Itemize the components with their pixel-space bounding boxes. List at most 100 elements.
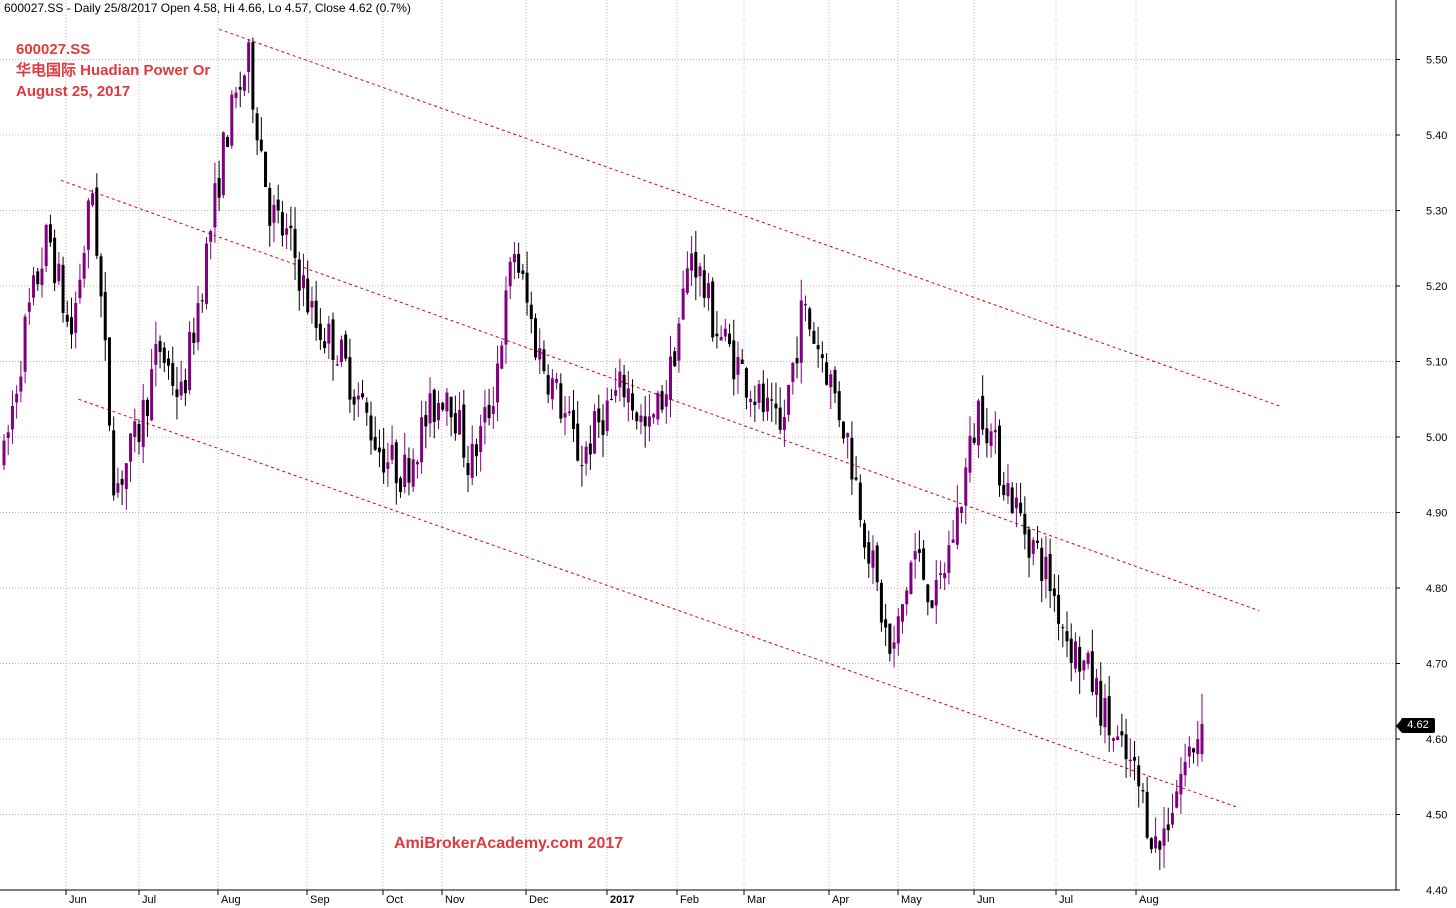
candle-body bbox=[158, 341, 162, 352]
candle-body bbox=[664, 394, 668, 407]
candle-body bbox=[715, 333, 719, 337]
candle-body bbox=[365, 402, 369, 413]
candle-body bbox=[998, 425, 1002, 486]
candle-body bbox=[369, 415, 373, 441]
candle-body bbox=[993, 429, 997, 433]
candle-body bbox=[639, 415, 643, 422]
candle-body bbox=[820, 354, 824, 359]
candle-body bbox=[204, 243, 208, 304]
candle-body bbox=[91, 193, 95, 206]
candle-body bbox=[407, 458, 411, 483]
candle-body bbox=[728, 333, 732, 345]
candle-body bbox=[496, 363, 500, 403]
candle-body bbox=[462, 404, 466, 458]
candle-body bbox=[415, 461, 419, 465]
y-tick-label: 4.60 bbox=[1426, 734, 1447, 746]
candle-body bbox=[1179, 773, 1183, 795]
candle-body bbox=[356, 395, 360, 400]
candle-body bbox=[913, 551, 917, 560]
candle-body bbox=[133, 421, 137, 438]
x-tick-label: Aug bbox=[1139, 894, 1159, 906]
y-tick-label: 5.40 bbox=[1426, 130, 1447, 142]
candle-body bbox=[968, 435, 972, 473]
candle-body bbox=[542, 349, 546, 372]
candle-body bbox=[555, 378, 559, 383]
candle-body bbox=[732, 340, 736, 380]
candle-body bbox=[901, 604, 904, 622]
candle-body bbox=[179, 381, 183, 396]
candle-body bbox=[517, 253, 521, 273]
x-tick-label: 2017 bbox=[610, 894, 634, 906]
candle-body bbox=[1137, 765, 1141, 787]
candle-body bbox=[99, 256, 103, 297]
candle-body bbox=[534, 318, 538, 358]
candle-body bbox=[293, 228, 297, 258]
candle-body bbox=[19, 376, 23, 392]
candle-body bbox=[1095, 678, 1099, 695]
candle-body bbox=[6, 432, 10, 438]
candle-body bbox=[103, 292, 107, 341]
y-tick-label: 5.50 bbox=[1426, 55, 1447, 67]
candle-body bbox=[799, 300, 803, 363]
title-company: 华电国际 Huadian Power Or bbox=[16, 62, 211, 79]
candle-body bbox=[2, 440, 6, 466]
candle-body bbox=[1133, 756, 1137, 761]
y-tick-label: 4.50 bbox=[1426, 810, 1447, 822]
candle-body bbox=[774, 403, 778, 409]
candle-body bbox=[251, 42, 255, 110]
candle-body bbox=[196, 303, 200, 343]
candle-body bbox=[538, 348, 542, 360]
candle-body bbox=[272, 204, 276, 223]
candle-body bbox=[289, 225, 293, 229]
candle-body bbox=[614, 390, 618, 396]
candle-body bbox=[964, 467, 968, 506]
candle-body bbox=[1082, 660, 1086, 671]
candle-body bbox=[896, 616, 900, 644]
candle-body bbox=[297, 259, 301, 291]
y-tick-label: 4.70 bbox=[1426, 659, 1447, 671]
candle-body bbox=[567, 411, 571, 414]
candle-body bbox=[65, 314, 69, 322]
candle-body bbox=[766, 397, 770, 412]
candle-body bbox=[584, 446, 588, 464]
candle-body bbox=[377, 447, 381, 453]
candle-body bbox=[428, 393, 432, 424]
candle-body bbox=[487, 404, 491, 419]
candle-body bbox=[690, 253, 694, 271]
candle-body bbox=[32, 275, 36, 298]
candle-body bbox=[917, 549, 921, 554]
candle-body bbox=[559, 383, 563, 419]
y-tick-label: 4.40 bbox=[1426, 885, 1447, 897]
candle-body bbox=[394, 442, 398, 484]
candle-body bbox=[816, 344, 820, 350]
candle-body bbox=[719, 336, 723, 341]
candle-body bbox=[145, 399, 149, 417]
y-tick-label: 5.30 bbox=[1426, 206, 1447, 218]
candle-body bbox=[331, 319, 335, 360]
candle-body bbox=[386, 462, 390, 469]
candle-body bbox=[213, 183, 217, 228]
candle-body bbox=[352, 396, 356, 405]
x-tick-label: Apr bbox=[832, 894, 849, 906]
candle-body bbox=[200, 300, 204, 302]
candle-body bbox=[217, 177, 221, 198]
x-tick-label: Aug bbox=[221, 894, 241, 906]
candle-body bbox=[858, 482, 862, 520]
candle-body bbox=[985, 428, 989, 444]
candle-body bbox=[209, 231, 213, 242]
candle-body bbox=[601, 420, 605, 435]
candle-body bbox=[441, 403, 445, 410]
candle-body bbox=[335, 364, 339, 366]
candle-body bbox=[107, 337, 111, 426]
candle-body bbox=[618, 371, 622, 388]
candle-body bbox=[871, 550, 875, 568]
candle-body bbox=[1200, 723, 1204, 755]
channel-trendlines bbox=[60, 28, 1282, 808]
candle-body bbox=[622, 374, 626, 398]
candle-body bbox=[1057, 594, 1061, 624]
candle-body bbox=[27, 302, 31, 312]
candle-body bbox=[740, 359, 744, 364]
y-axis-tick-labels: 4.40 4.50 4.60 4.70 4.80 4.90 5.00 5.10 5.20 5.30… bbox=[1396, 55, 1447, 897]
candle-body bbox=[1166, 824, 1170, 831]
